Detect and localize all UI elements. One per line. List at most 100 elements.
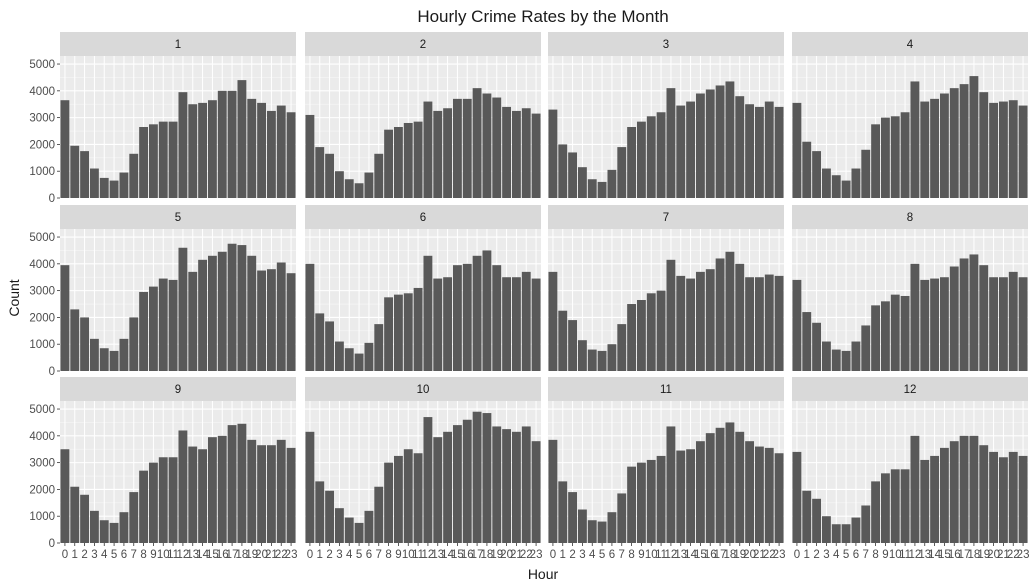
x-tick-label: 7: [376, 549, 382, 561]
bar: [656, 290, 666, 371]
y-tick-label: 0: [49, 193, 55, 205]
bar: [577, 509, 587, 543]
bar: [168, 457, 178, 543]
bar: [139, 127, 149, 198]
facet-strip: [60, 377, 296, 401]
bar: [217, 435, 227, 543]
bar: [607, 512, 617, 543]
bar: [257, 102, 267, 198]
x-tick-label: 5: [356, 549, 362, 561]
bar: [900, 469, 910, 543]
x-tick-label: 15: [938, 549, 951, 561]
bar: [354, 522, 364, 543]
bar: [831, 349, 841, 371]
bar: [344, 348, 354, 371]
panel-background: [60, 229, 296, 371]
x-tick-label: 8: [628, 549, 634, 561]
x-tick-label: 6: [853, 549, 859, 561]
y-tick-label: 5000: [29, 59, 55, 71]
bar: [433, 278, 443, 371]
bar: [774, 106, 784, 198]
bar: [109, 180, 119, 198]
x-tick-label: 9: [638, 549, 644, 561]
bar: [237, 80, 247, 198]
facet-strip-label: 4: [907, 39, 914, 51]
bar: [492, 97, 502, 198]
x-tick-label: 8: [872, 549, 878, 561]
bar: [705, 269, 715, 371]
x-tick-label: 13: [431, 549, 444, 561]
bar: [325, 153, 335, 198]
bar: [920, 459, 930, 543]
bar: [705, 433, 715, 543]
bar: [384, 129, 394, 198]
bar: [403, 122, 413, 198]
bar: [188, 446, 198, 543]
bar: [374, 324, 384, 371]
panel-background: [548, 229, 784, 371]
x-tick-label: 23: [530, 549, 543, 561]
bar: [462, 263, 472, 371]
bar: [900, 295, 910, 371]
bar: [393, 455, 403, 543]
panel-background: [60, 56, 296, 198]
bar: [910, 81, 920, 198]
x-tick-label: 15: [694, 549, 707, 561]
bar: [129, 153, 139, 198]
bar: [587, 349, 597, 371]
x-tick-label: 12: [177, 549, 190, 561]
facet-strip: [60, 32, 296, 56]
facet-panel: 3: [548, 32, 784, 199]
bar: [80, 494, 90, 543]
bar: [745, 104, 755, 198]
bar: [423, 101, 433, 198]
x-tick-label: 14: [928, 549, 941, 561]
bar: [364, 172, 374, 198]
bar: [558, 144, 568, 198]
x-tick-label: 18: [481, 549, 494, 561]
bar: [666, 88, 676, 198]
bar: [1018, 277, 1028, 371]
bar: [636, 462, 646, 543]
bar: [930, 278, 940, 371]
x-tick-label: 11: [899, 549, 911, 561]
y-tick-label: 1000: [29, 166, 55, 178]
x-tick-label: 23: [285, 549, 298, 561]
bar: [227, 90, 237, 198]
bar: [558, 481, 568, 543]
facet-strip-label: 6: [420, 212, 426, 224]
x-tick-label: 2: [569, 549, 575, 561]
bar: [656, 112, 666, 198]
bar: [207, 100, 217, 198]
bar: [364, 510, 374, 543]
x-tick-label: 3: [823, 549, 829, 561]
bar: [880, 473, 890, 543]
bar: [812, 151, 822, 198]
bar: [861, 325, 871, 371]
bar: [1008, 100, 1018, 198]
bar: [237, 245, 247, 371]
bar: [247, 255, 257, 371]
bar: [1018, 455, 1028, 543]
bar: [686, 278, 696, 371]
bar: [745, 277, 755, 371]
x-tick-label: 0: [794, 549, 800, 561]
facet-strip-label: 7: [663, 212, 669, 224]
bar: [89, 168, 99, 198]
bar: [403, 293, 413, 371]
bar: [764, 447, 774, 543]
x-tick-label: 18: [968, 549, 981, 561]
bar: [676, 275, 686, 371]
bar: [792, 279, 802, 371]
x-tick-label: 3: [91, 549, 97, 561]
bar: [315, 481, 325, 543]
panel-background: [305, 229, 541, 371]
bar: [666, 426, 676, 543]
bar: [70, 145, 80, 198]
bar: [989, 451, 999, 543]
bar: [452, 98, 462, 198]
bar: [433, 110, 443, 198]
bar: [735, 263, 745, 371]
